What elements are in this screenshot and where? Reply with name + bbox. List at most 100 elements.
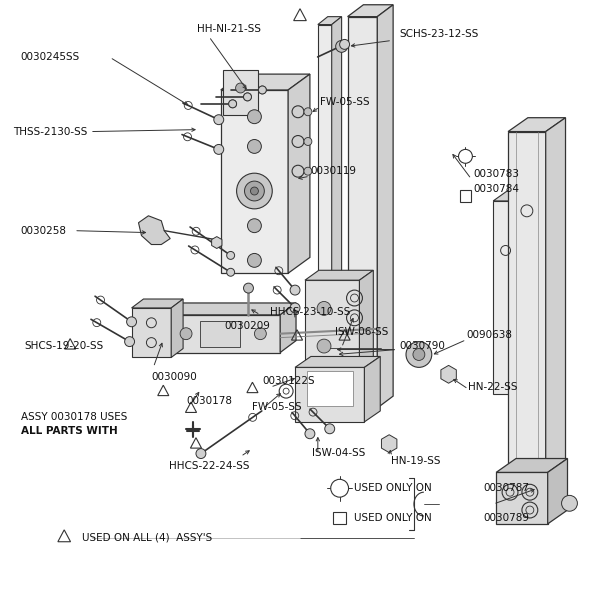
Polygon shape [382, 435, 397, 452]
Polygon shape [347, 5, 393, 17]
Text: 0030790: 0030790 [399, 341, 445, 350]
Polygon shape [332, 17, 341, 391]
Bar [460, 190, 472, 202]
Polygon shape [171, 299, 183, 358]
Polygon shape [359, 270, 373, 374]
Polygon shape [223, 70, 259, 115]
Polygon shape [496, 472, 548, 524]
Circle shape [254, 328, 266, 340]
Circle shape [214, 115, 224, 125]
Bar [200, 321, 241, 347]
Circle shape [290, 285, 300, 295]
Circle shape [325, 424, 335, 434]
Text: SCHS-23-12-SS: SCHS-23-12-SS [399, 29, 478, 40]
Circle shape [247, 110, 262, 124]
Polygon shape [508, 131, 546, 473]
Polygon shape [508, 118, 566, 131]
Circle shape [196, 449, 206, 458]
Circle shape [180, 328, 192, 340]
Polygon shape [305, 270, 373, 280]
Bar [307, 371, 353, 406]
Polygon shape [377, 5, 393, 408]
Text: HN-22-SS: HN-22-SS [469, 382, 518, 392]
Circle shape [245, 181, 265, 201]
Text: USED ONLY ON: USED ONLY ON [355, 483, 432, 493]
Polygon shape [139, 216, 170, 245]
Text: ISW-06-SS: ISW-06-SS [335, 327, 388, 337]
Polygon shape [212, 236, 222, 248]
Text: 0030245SS: 0030245SS [20, 52, 80, 62]
Text: ASSY 0030178 USES: ASSY 0030178 USES [20, 412, 127, 422]
Polygon shape [221, 74, 310, 90]
Text: 0030787: 0030787 [483, 483, 529, 493]
Bar [333, 512, 346, 524]
Polygon shape [518, 191, 532, 394]
Text: THSS-2130-SS: THSS-2130-SS [13, 127, 87, 137]
Polygon shape [548, 458, 568, 524]
Text: 0030178: 0030178 [186, 396, 232, 406]
Circle shape [247, 140, 262, 154]
Circle shape [127, 317, 137, 327]
Circle shape [259, 86, 266, 94]
Text: SHCS-19-20-SS: SHCS-19-20-SS [25, 341, 104, 350]
Text: HHCS-22-24-SS: HHCS-22-24-SS [169, 461, 250, 472]
Circle shape [317, 339, 331, 353]
Circle shape [244, 283, 253, 293]
Circle shape [236, 83, 245, 93]
Circle shape [125, 337, 134, 347]
Circle shape [304, 167, 312, 175]
Polygon shape [131, 308, 171, 358]
Circle shape [458, 149, 472, 163]
Text: 0030209: 0030209 [225, 321, 271, 331]
Polygon shape [318, 25, 332, 391]
Text: 0030258: 0030258 [20, 226, 67, 236]
Text: 0030119: 0030119 [310, 166, 356, 176]
Text: HH-NI-21-SS: HH-NI-21-SS [197, 23, 260, 34]
Circle shape [259, 86, 266, 94]
Text: USED ONLY ON: USED ONLY ON [355, 513, 432, 523]
Circle shape [244, 93, 251, 101]
Polygon shape [347, 17, 377, 408]
Polygon shape [280, 303, 296, 353]
Circle shape [236, 173, 272, 209]
Text: FW-05-SS: FW-05-SS [253, 402, 302, 412]
Circle shape [305, 429, 315, 439]
Circle shape [247, 253, 262, 268]
Circle shape [229, 100, 236, 108]
Circle shape [317, 301, 331, 316]
Circle shape [562, 496, 577, 511]
Polygon shape [288, 74, 310, 273]
Circle shape [227, 251, 235, 259]
Polygon shape [305, 280, 359, 374]
Text: ISW-04-SS: ISW-04-SS [312, 448, 365, 458]
Polygon shape [493, 191, 532, 201]
Polygon shape [295, 356, 380, 367]
Polygon shape [295, 367, 364, 422]
Polygon shape [496, 458, 568, 472]
Text: 0030783: 0030783 [473, 169, 520, 179]
Polygon shape [493, 201, 518, 394]
Circle shape [227, 268, 235, 276]
Circle shape [413, 349, 425, 361]
Polygon shape [166, 315, 280, 353]
Text: HHCS-23-10-SS: HHCS-23-10-SS [270, 307, 350, 317]
Text: USED ON ALL (4)  ASSY'S: USED ON ALL (4) ASSY'S [82, 533, 212, 543]
Polygon shape [166, 303, 296, 315]
Text: 0030122S: 0030122S [262, 376, 315, 386]
Text: 0030090: 0030090 [151, 372, 197, 382]
Text: ALL PARTS WITH: ALL PARTS WITH [20, 426, 118, 436]
Circle shape [214, 145, 224, 154]
Circle shape [331, 479, 349, 497]
Polygon shape [131, 299, 183, 308]
Text: 0030784: 0030784 [473, 184, 520, 194]
Circle shape [229, 100, 236, 108]
Circle shape [406, 341, 432, 367]
Circle shape [250, 187, 259, 195]
Circle shape [335, 40, 347, 52]
Circle shape [290, 303, 300, 313]
Circle shape [340, 40, 350, 49]
Polygon shape [221, 90, 288, 273]
Polygon shape [364, 356, 380, 422]
Circle shape [244, 93, 251, 101]
Polygon shape [318, 17, 341, 25]
